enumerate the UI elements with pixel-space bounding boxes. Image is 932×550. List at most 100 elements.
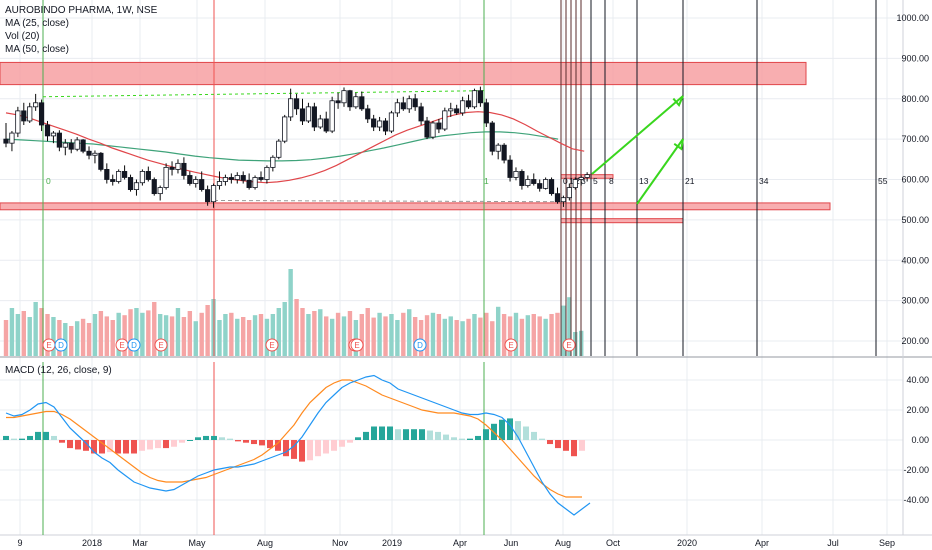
dividend-marker-label: D	[58, 341, 64, 350]
earnings-marker	[265, 338, 279, 352]
candle-body	[418, 106, 424, 122]
volume-bar	[199, 312, 204, 356]
candle-body	[554, 193, 561, 203]
fib-time-label: 21	[685, 176, 695, 186]
volume-bar	[3, 320, 9, 356]
volume-bar	[436, 314, 442, 356]
candle-body	[406, 98, 412, 110]
macd-histogram-bar	[363, 431, 369, 440]
macd-histogram-bar	[379, 426, 385, 440]
earnings-marker-label: E	[269, 341, 274, 350]
candle-body	[258, 177, 264, 180]
macd-histogram-bar	[547, 440, 553, 445]
candle-body	[442, 110, 448, 130]
price-axis-label: 700.00	[901, 134, 929, 144]
candle-body	[139, 171, 145, 184]
volume-bar	[341, 316, 347, 356]
volume-legend[interactable]: Vol (20)	[5, 31, 40, 42]
candle-body	[169, 166, 175, 170]
candle-body	[3, 138, 9, 144]
macd-histogram-bar	[355, 437, 361, 440]
macd-histogram-bar	[307, 440, 313, 461]
volume-bar	[229, 312, 234, 356]
volume-bar	[205, 305, 210, 356]
candle-body	[288, 98, 294, 118]
macd-histogram-bar	[323, 440, 329, 454]
ma25-legend[interactable]: MA (25, close)	[5, 18, 69, 29]
macd-histogram-bar	[251, 440, 257, 445]
volume-bar	[146, 310, 151, 356]
candle-body	[353, 96, 359, 108]
macd-histogram-bar	[67, 440, 73, 449]
dividend-marker-label: D	[131, 341, 137, 350]
volume-bar	[157, 314, 163, 356]
candle-body	[501, 144, 507, 161]
candle-body	[270, 156, 276, 168]
projection-arrowhead	[672, 95, 684, 108]
macd-histogram-bar	[507, 418, 513, 440]
macd-histogram-bar	[427, 430, 433, 440]
macd-histogram-bar	[331, 440, 337, 451]
price-axis-label: 200.00	[901, 336, 929, 346]
ma50-legend[interactable]: MA (50, close)	[5, 44, 69, 55]
candle-body	[299, 108, 306, 122]
fib-time-label: 5	[593, 176, 598, 186]
macd-histogram-bar	[43, 431, 49, 440]
candle-body	[293, 98, 300, 110]
macd-histogram-bar	[195, 437, 201, 440]
macd-histogram-bar	[467, 438, 473, 440]
macd-histogram-bar	[83, 440, 89, 451]
earnings-marker-label: E	[354, 341, 359, 350]
macd-legend[interactable]: MACD (12, 26, close, 9)	[5, 365, 112, 376]
volume-bar	[187, 311, 193, 356]
macd-histogram-bar	[515, 421, 521, 440]
price-zone	[0, 202, 831, 211]
volume-bar	[335, 312, 341, 356]
candle-body	[578, 177, 584, 180]
candle-body	[566, 187, 572, 199]
macd-histogram-bar	[419, 429, 425, 440]
volume-bar	[21, 311, 26, 356]
macd-axis-label: 0.00	[911, 435, 929, 445]
volume-bar	[353, 320, 359, 356]
macd-histogram-bar	[579, 440, 585, 451]
volume-bar	[412, 317, 418, 356]
macd-histogram-bar	[523, 426, 529, 440]
volume-bar	[395, 320, 400, 356]
macd-histogram-bar	[371, 426, 377, 440]
fib-time-label: 3	[581, 176, 586, 186]
candle-body	[157, 187, 163, 195]
candle-body	[584, 174, 590, 178]
volume-bar	[288, 269, 293, 356]
candle-body	[68, 142, 74, 150]
time-axis-label: Sep	[879, 538, 895, 548]
macd-histogram-bar	[115, 440, 121, 454]
volume-bar	[193, 321, 198, 356]
volume-bar	[389, 314, 394, 356]
volume-bar	[15, 314, 21, 356]
symbol-title[interactable]: AUROBINDO PHARMA, 1W, NSE	[5, 5, 158, 16]
macd-histogram-bar	[91, 440, 97, 454]
candle-body	[187, 175, 193, 184]
volume-bar	[519, 318, 525, 356]
time-axis-label: 2019	[382, 538, 402, 548]
candle-body	[199, 179, 205, 190]
fib-time-label: 1	[569, 176, 574, 186]
volume-bar	[128, 309, 133, 356]
resistance-trendline	[42, 90, 485, 98]
macd-line	[5, 374, 591, 516]
volume-bar	[33, 302, 38, 356]
candle-body	[376, 120, 383, 128]
volume-bar	[300, 308, 305, 356]
volume-bar	[377, 312, 382, 356]
earnings-marker	[562, 338, 576, 352]
time-axis-label: Aug	[257, 538, 273, 548]
volume-bar	[80, 318, 86, 356]
candle-body	[175, 162, 181, 170]
volume-bar	[116, 312, 121, 356]
macd-histogram-bar	[555, 440, 561, 449]
volume-bar	[543, 318, 548, 356]
macd-histogram-bar	[51, 435, 57, 440]
candle-body	[282, 116, 288, 142]
